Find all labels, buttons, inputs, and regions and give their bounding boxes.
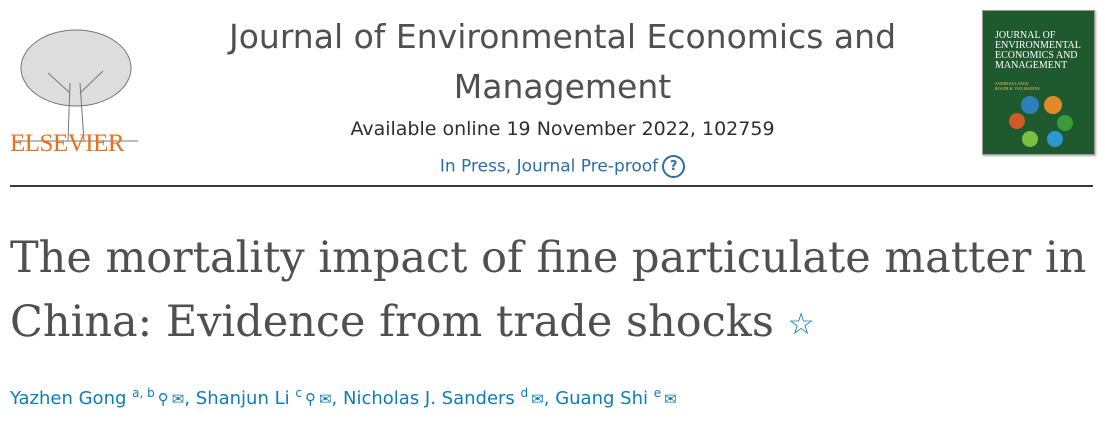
affiliation[interactable]: d bbox=[520, 386, 529, 400]
author[interactable]: Nicholas J. Sanders d ✉ bbox=[343, 386, 544, 409]
cover-editors: ANDREAS LANGE ROGER H. VON HAEFEN bbox=[995, 81, 1040, 91]
journal-title[interactable]: Journal of Environmental Economics and M… bbox=[200, 12, 925, 112]
author[interactable]: Shanjun Li c ⚲ ✉ bbox=[195, 386, 332, 409]
article-title-line: The mortality impact of fine particulate… bbox=[10, 233, 1087, 283]
status-line: In Press, Journal Pre-proof? bbox=[200, 155, 925, 178]
author-list: Yazhen Gong a, b ⚲ ✉, Shanjun Li c ⚲ ✉, Nich… bbox=[10, 386, 677, 409]
email-icon[interactable]: ✉ bbox=[664, 390, 677, 408]
author-name[interactable]: Shanjun Li bbox=[195, 388, 290, 409]
affiliation[interactable]: a, b bbox=[132, 386, 155, 400]
cover-editor: ROGER H. VON HAEFEN bbox=[995, 86, 1040, 91]
author[interactable]: Guang Shi e ✉ bbox=[555, 386, 677, 409]
tree-logo-icon bbox=[13, 29, 138, 142]
recycle-graphic-icon bbox=[1009, 96, 1073, 147]
affiliation[interactable]: c bbox=[295, 386, 302, 400]
email-icon[interactable]: ✉ bbox=[318, 390, 332, 408]
person-icon[interactable]: ⚲ bbox=[157, 390, 169, 408]
cover-title: JOURNAL OF ENVIRONMENTAL ECONOMICS AND M… bbox=[995, 30, 1081, 71]
person-icon[interactable]: ⚲ bbox=[304, 390, 316, 408]
article-title-line: China: Evidence from trade shocks bbox=[10, 297, 774, 347]
help-icon[interactable]: ? bbox=[662, 155, 686, 178]
cover-editor: ANDREAS LANGE bbox=[995, 81, 1029, 86]
availability-date: Available online 19 November 2022, 10275… bbox=[350, 118, 775, 140]
article-title: The mortality impact of fine particulate… bbox=[10, 226, 1100, 357]
affiliation[interactable]: e bbox=[653, 386, 662, 400]
author-name[interactable]: Guang Shi bbox=[555, 388, 648, 409]
author-name[interactable]: Nicholas J. Sanders bbox=[343, 388, 515, 409]
author[interactable]: Yazhen Gong a, b ⚲ ✉ bbox=[10, 386, 185, 409]
star-icon[interactable]: ☆ bbox=[787, 307, 815, 342]
journal-title-line: Management bbox=[453, 67, 672, 106]
journal-cover[interactable]: JOURNAL OF ENVIRONMENTAL ECONOMICS AND M… bbox=[982, 10, 1095, 155]
email-icon[interactable]: ✉ bbox=[531, 390, 544, 408]
header-divider bbox=[10, 185, 1093, 187]
author-name[interactable]: Yazhen Gong bbox=[10, 388, 127, 409]
status-text: In Press, Journal Pre-proof bbox=[439, 156, 659, 177]
elsevier-wordmark: ELSEVIER bbox=[10, 130, 125, 157]
email-icon[interactable]: ✉ bbox=[171, 390, 185, 408]
journal-title-line: Journal of Environmental Economics and bbox=[228, 17, 897, 56]
